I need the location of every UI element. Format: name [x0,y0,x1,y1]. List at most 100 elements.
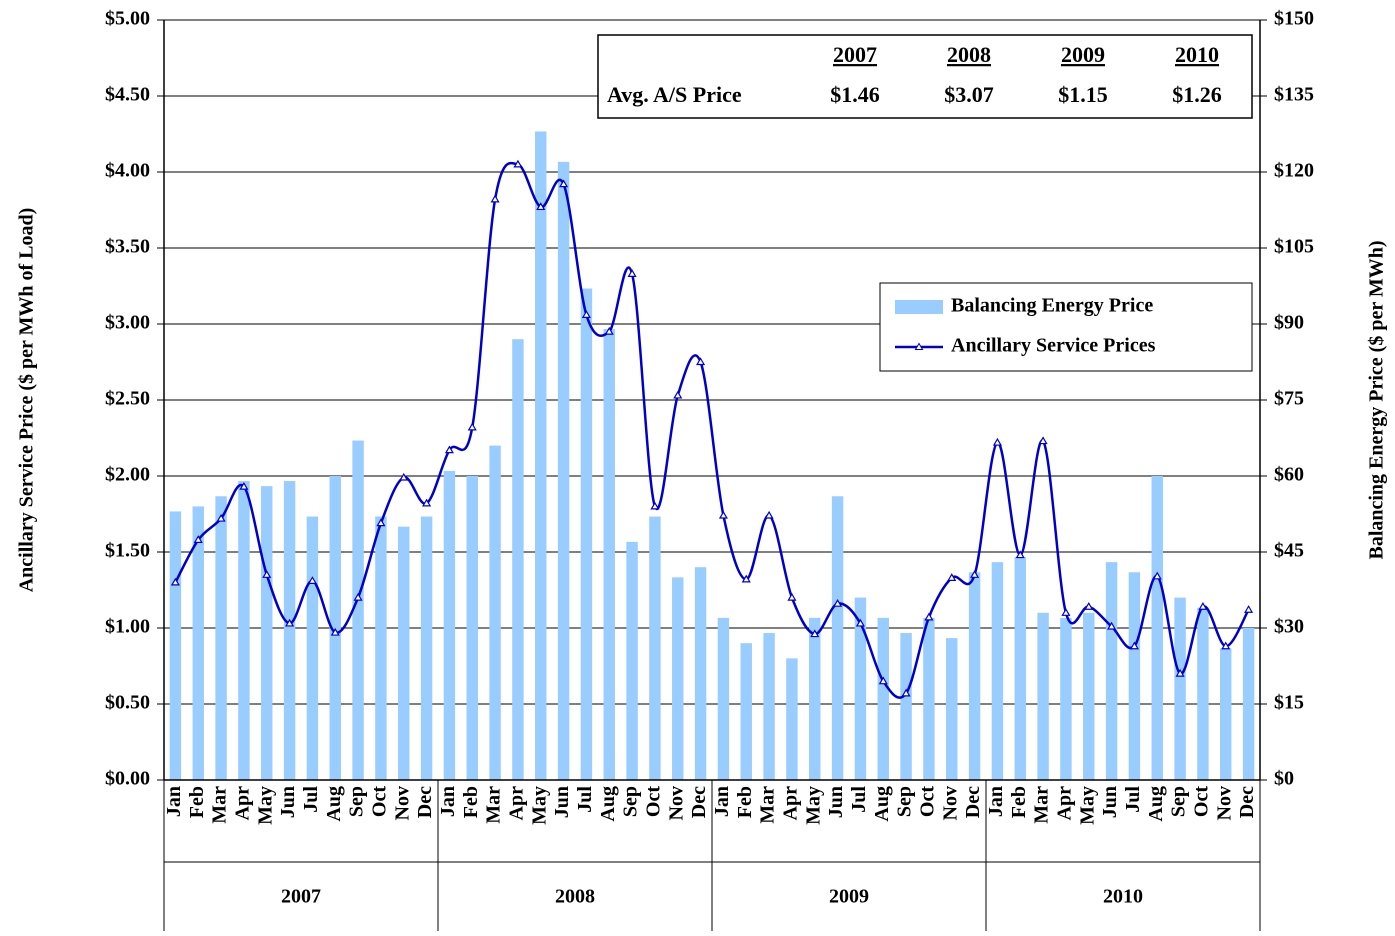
x-tick-label: Jan [711,786,733,817]
line-marker [833,598,843,607]
x-tick-label: Oct [369,786,391,817]
x-tick-label: Jan [163,786,185,817]
x-tick-label: Aug [1145,786,1167,822]
line-marker [924,612,934,621]
y-tick-label: $3.00 [105,312,150,334]
x-tick-label: Jul [574,786,596,813]
line-marker [1175,668,1185,677]
line-marker [741,574,751,583]
y-tick-label: $4.50 [105,84,150,106]
line-marker [878,676,888,685]
bar [740,643,752,780]
bar [1151,476,1163,780]
bar [215,496,227,780]
bar [535,131,547,780]
x-tick-label: May [1076,786,1098,825]
bar [923,617,935,780]
y2-tick-label: $150 [1274,8,1314,30]
bar [1060,617,1072,780]
line-marker [399,472,409,481]
line-marker [330,627,340,636]
line-marker [1129,641,1139,650]
y2-tick-label: $75 [1274,388,1304,410]
line-marker [490,194,500,203]
y2-tick-label: $45 [1274,540,1304,562]
bar [672,577,684,780]
summary-column: 2008 [947,42,991,67]
line-marker [1015,550,1025,559]
line-marker [536,202,546,211]
x-tick-label: May [254,786,276,825]
line-marker [901,688,911,697]
x-tick-label: Feb [734,786,756,818]
y-tick-label: $2.50 [105,388,150,410]
x-tick-label: Apr [780,786,802,821]
x-tick-label: Mar [757,786,779,824]
line-marker [627,269,637,277]
bar [375,516,387,780]
bar [900,633,912,780]
x-tick-label: Jan [985,786,1007,817]
x-tick-label: Mar [1031,786,1053,824]
x-tick-label: Aug [323,786,345,822]
bar [1083,612,1095,780]
bar [169,511,182,780]
y2-tick-label: $30 [1274,616,1304,638]
summary-cell: $3.07 [944,82,994,107]
x-tick-label: Jul [1122,786,1144,813]
x-tick-label: Aug [871,786,893,822]
bar [420,516,433,780]
line-marker [992,437,1002,446]
y-tick-label: $0.50 [105,692,150,714]
bar [968,572,981,780]
y2-tick-label: $105 [1274,236,1314,258]
legend-box [879,282,1253,372]
line-marker [1061,608,1071,616]
bar [809,617,821,780]
x-group-label: 2007 [281,886,321,908]
line-marker [376,518,386,527]
y-tick-label: $4.00 [105,160,150,182]
bar [626,541,638,780]
x-group-label: 2010 [1103,886,1143,908]
line-marker [787,592,797,601]
summary-cell: $1.46 [830,82,880,107]
line-marker [307,576,317,584]
y2-axis-label: Balancing Energy Price ($ per MWh) [1366,240,1388,559]
bar [991,562,1004,780]
y2-tick-label: $90 [1274,312,1304,334]
x-tick-label: Nov [939,786,961,820]
x-tick-label: Nov [665,786,687,820]
bar [1197,607,1209,780]
x-tick-label: Jun [277,786,299,818]
x-tick-label: Feb [186,786,208,818]
summary-box [597,34,1253,119]
bar [306,516,319,780]
bar [946,638,958,780]
line-marker [193,535,203,543]
y-tick-label: $1.50 [105,540,150,562]
bar [466,476,478,780]
line-marker [1244,605,1254,613]
line-marker [170,577,180,586]
line-marker [810,629,820,638]
line-marker [970,570,980,578]
summary-column: 2007 [833,42,877,67]
summary-row-label: Avg. A/S Price [607,82,742,107]
bar [398,526,410,780]
x-tick-label: Jan [437,786,459,817]
x-tick-label: Oct [917,786,939,817]
bar [649,516,661,780]
x-tick-label: Apr [232,786,254,821]
line-marker [444,445,454,454]
bar [580,288,593,780]
bar [1037,612,1049,780]
line-marker [1198,602,1208,610]
line [174,161,1250,699]
bar [192,506,204,780]
line-marker [764,510,774,519]
line-marker [513,159,523,168]
x-tick-label: Jul [848,786,870,813]
x-tick-label: Jun [825,786,847,818]
